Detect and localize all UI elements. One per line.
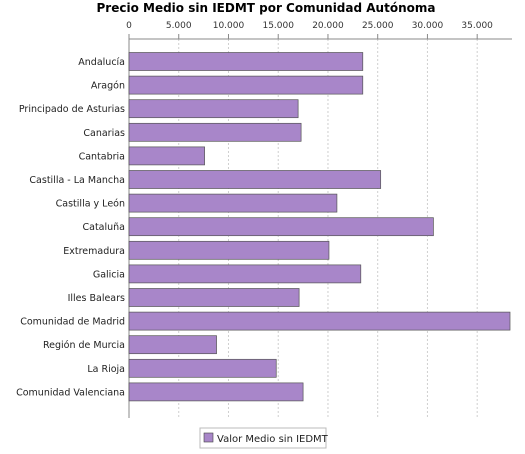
category-label: Castilla y León (56, 199, 125, 210)
x-axis: 0 5.000 10.000 15.000 20.000 25.000 30.000 35.0… (126, 21, 512, 418)
category-label: Galicia (93, 269, 125, 280)
legend-swatch (203, 432, 214, 443)
category-label: Aragón (91, 81, 125, 92)
category-labels: Andalucía Aragón Principado de Asturias Can… (16, 57, 125, 398)
legend-frame (199, 427, 327, 449)
category-label: Cataluña (82, 222, 125, 233)
bar (128, 240, 330, 260)
x-tick-label: 5.000 (166, 21, 192, 31)
bar (128, 358, 277, 378)
bar (128, 170, 382, 189)
legend-label: Valor Medio sin IEDMT (217, 434, 329, 445)
x-tick-label: 0 (126, 21, 132, 31)
category-label: Región de Murcia (43, 340, 125, 351)
category-label: Cantabria (79, 151, 125, 162)
bars (128, 52, 511, 402)
bar (128, 99, 299, 119)
bar (128, 264, 362, 284)
category-label: La Rioja (87, 364, 125, 375)
bar (128, 382, 304, 402)
bar (128, 193, 338, 213)
bar (128, 311, 511, 331)
bar (128, 122, 302, 142)
x-tick-label: 10.000 (213, 21, 245, 31)
chart-title: Precio Medio sin IEDMT por Comunidad Aut… (97, 1, 436, 15)
bar (128, 288, 300, 307)
x-tick-label: 15.000 (262, 21, 294, 31)
category-label: Illes Balears (68, 293, 125, 304)
x-tick-label: 35.000 (461, 21, 493, 31)
x-tick-label: 25.000 (362, 21, 394, 31)
bar (128, 52, 364, 71)
category-label: Castilla - La Mancha (29, 175, 125, 186)
category-label: Canarias (83, 128, 125, 139)
category-label: Andalucía (78, 57, 125, 68)
category-label: Extremadura (63, 246, 125, 257)
bar (128, 75, 364, 95)
x-tick-label: 20.000 (312, 21, 344, 31)
category-label: Comunidad de Madrid (20, 317, 125, 328)
x-tick-label: 30.000 (412, 21, 444, 31)
bar (128, 217, 434, 237)
category-label: Principado de Asturias (19, 104, 125, 115)
bar (128, 335, 217, 355)
bar (128, 146, 205, 166)
legend: Valor Medio sin IEDMT (199, 427, 329, 449)
category-label: Comunidad Valenciana (16, 387, 125, 398)
